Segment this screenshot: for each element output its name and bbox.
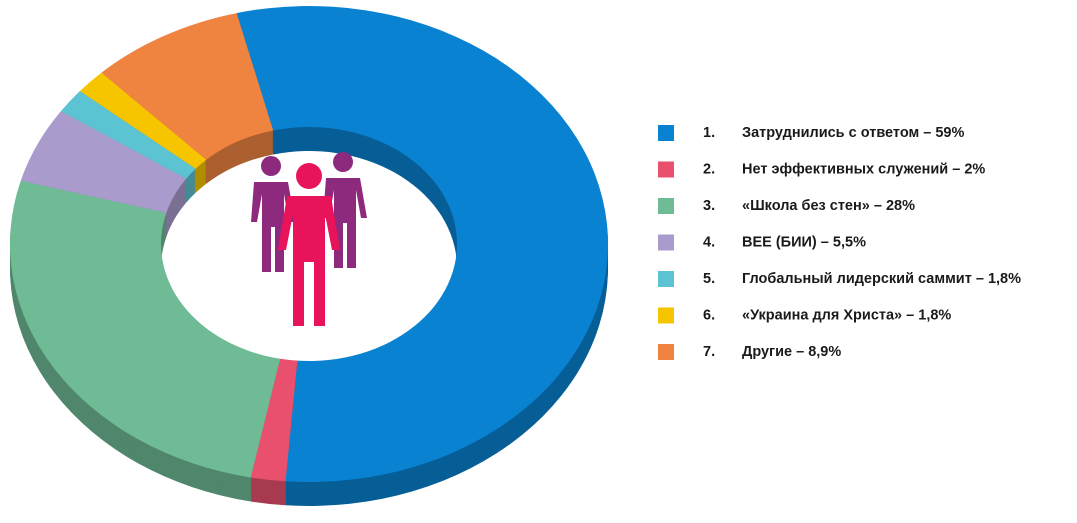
slice — [101, 13, 274, 160]
legend-swatch — [658, 125, 674, 141]
legend-label: «Украина для Христа» – 1,8% — [742, 307, 951, 323]
legend-swatch — [658, 344, 674, 360]
legend-category: Затруднились с ответом — [742, 125, 919, 141]
legend-category: Другие — [742, 344, 792, 360]
slice — [79, 72, 207, 169]
legend-category: «Школа без стен» — [742, 198, 870, 214]
legend-separator: – — [906, 307, 914, 323]
people-icon — [251, 152, 367, 326]
legend-separator: – — [976, 271, 984, 287]
slice — [9, 180, 281, 478]
legend-swatch — [658, 307, 674, 324]
legend-category: «Украина для Христа» — [742, 307, 902, 323]
legend-number: 3. — [703, 198, 715, 214]
legend-category: Глобальный лидерский саммит — [742, 271, 972, 287]
legend-value: 59% — [935, 125, 964, 141]
legend-category: Нет эффективных служений — [742, 161, 948, 177]
legend-label: «Школа без стен» – 28% — [742, 198, 915, 214]
legend-number: 7. — [703, 344, 715, 360]
slice — [236, 6, 608, 482]
legend-label: Затруднились с ответом – 59% — [742, 125, 964, 141]
legend-number: 6. — [703, 307, 715, 323]
legend-value: 5,5% — [833, 234, 866, 250]
legend-label: Глобальный лидерский саммит – 1,8% — [742, 271, 1021, 287]
legend-label: BEE (БИИ) – 5,5% — [742, 234, 866, 250]
slice — [250, 358, 298, 482]
legend-separator: – — [923, 125, 931, 141]
legend-category: BEE (БИИ) — [742, 234, 817, 250]
legend-swatch — [658, 234, 674, 251]
legend-value: 28% — [886, 198, 915, 214]
legend-swatch — [658, 271, 674, 287]
slice — [20, 111, 187, 213]
legend-value: 1,8% — [918, 307, 951, 323]
slice — [60, 91, 196, 179]
legend-separator: – — [796, 344, 804, 360]
legend-swatch — [658, 198, 674, 214]
legend-separator: – — [821, 234, 829, 250]
legend-label: Другие – 8,9% — [742, 344, 841, 360]
legend-separator: – — [952, 161, 960, 177]
legend-number: 5. — [703, 271, 715, 287]
legend-number: 4. — [703, 234, 715, 250]
legend-value: 2% — [964, 161, 985, 177]
donut — [9, 6, 609, 506]
legend-value: 1,8% — [988, 271, 1021, 287]
legend-value: 8,9% — [808, 344, 841, 360]
legend: 1. Затруднились с ответом – 59% 2. Нет эффе… — [658, 125, 1021, 360]
legend-number: 2. — [703, 161, 715, 177]
legend-label: Нет эффективных служений – 2% — [742, 161, 985, 177]
legend-number: 1. — [703, 125, 715, 141]
legend-swatch — [658, 161, 674, 178]
legend-separator: – — [874, 198, 882, 214]
